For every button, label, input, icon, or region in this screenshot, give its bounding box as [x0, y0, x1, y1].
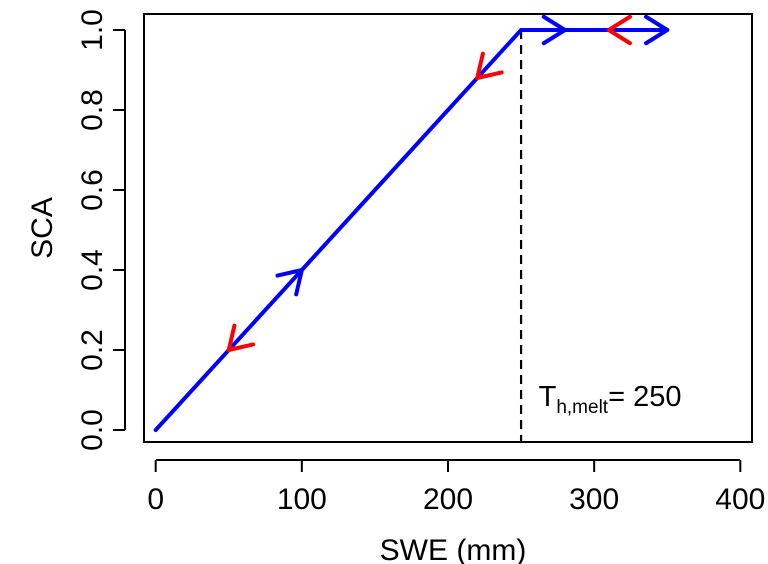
plot-frame — [143, 13, 753, 443]
x-tick-label: 400 — [715, 483, 765, 516]
accumulation-arrow — [541, 14, 567, 46]
y-tick-label: 0.0 — [76, 409, 109, 451]
y-axis: 0.0 0.2 0.4 0.6 0.8 1.0 — [76, 9, 126, 451]
y-axis-label: SCA — [26, 197, 59, 259]
y-tick-label: 0.8 — [76, 89, 109, 131]
series-layer — [153, 28, 670, 432]
y-tick-label: 0.2 — [76, 329, 109, 371]
x-tick-label: 200 — [423, 483, 473, 516]
sca-line — [153, 28, 670, 432]
melt-arrow — [226, 323, 256, 352]
x-axis-label: SWE (mm) — [380, 534, 527, 564]
y-tick-label: 1.0 — [76, 9, 109, 51]
y-tick-label: 0.6 — [76, 169, 109, 211]
melt-arrow — [475, 51, 504, 80]
y-tick-label: 0.4 — [76, 249, 109, 291]
accumulation-arrow — [275, 268, 304, 297]
x-axis: 0 100 200 300 400 — [147, 459, 765, 516]
annotation-threshold: Th,melt= 250 — [539, 381, 682, 418]
accumulation-arrow — [644, 14, 670, 46]
x-tick-label: 0 — [147, 483, 164, 516]
x-tick-label: 100 — [277, 483, 327, 516]
x-tick-label: 300 — [569, 483, 619, 516]
melt-arrow — [606, 14, 632, 46]
arrow-layer — [226, 14, 670, 352]
